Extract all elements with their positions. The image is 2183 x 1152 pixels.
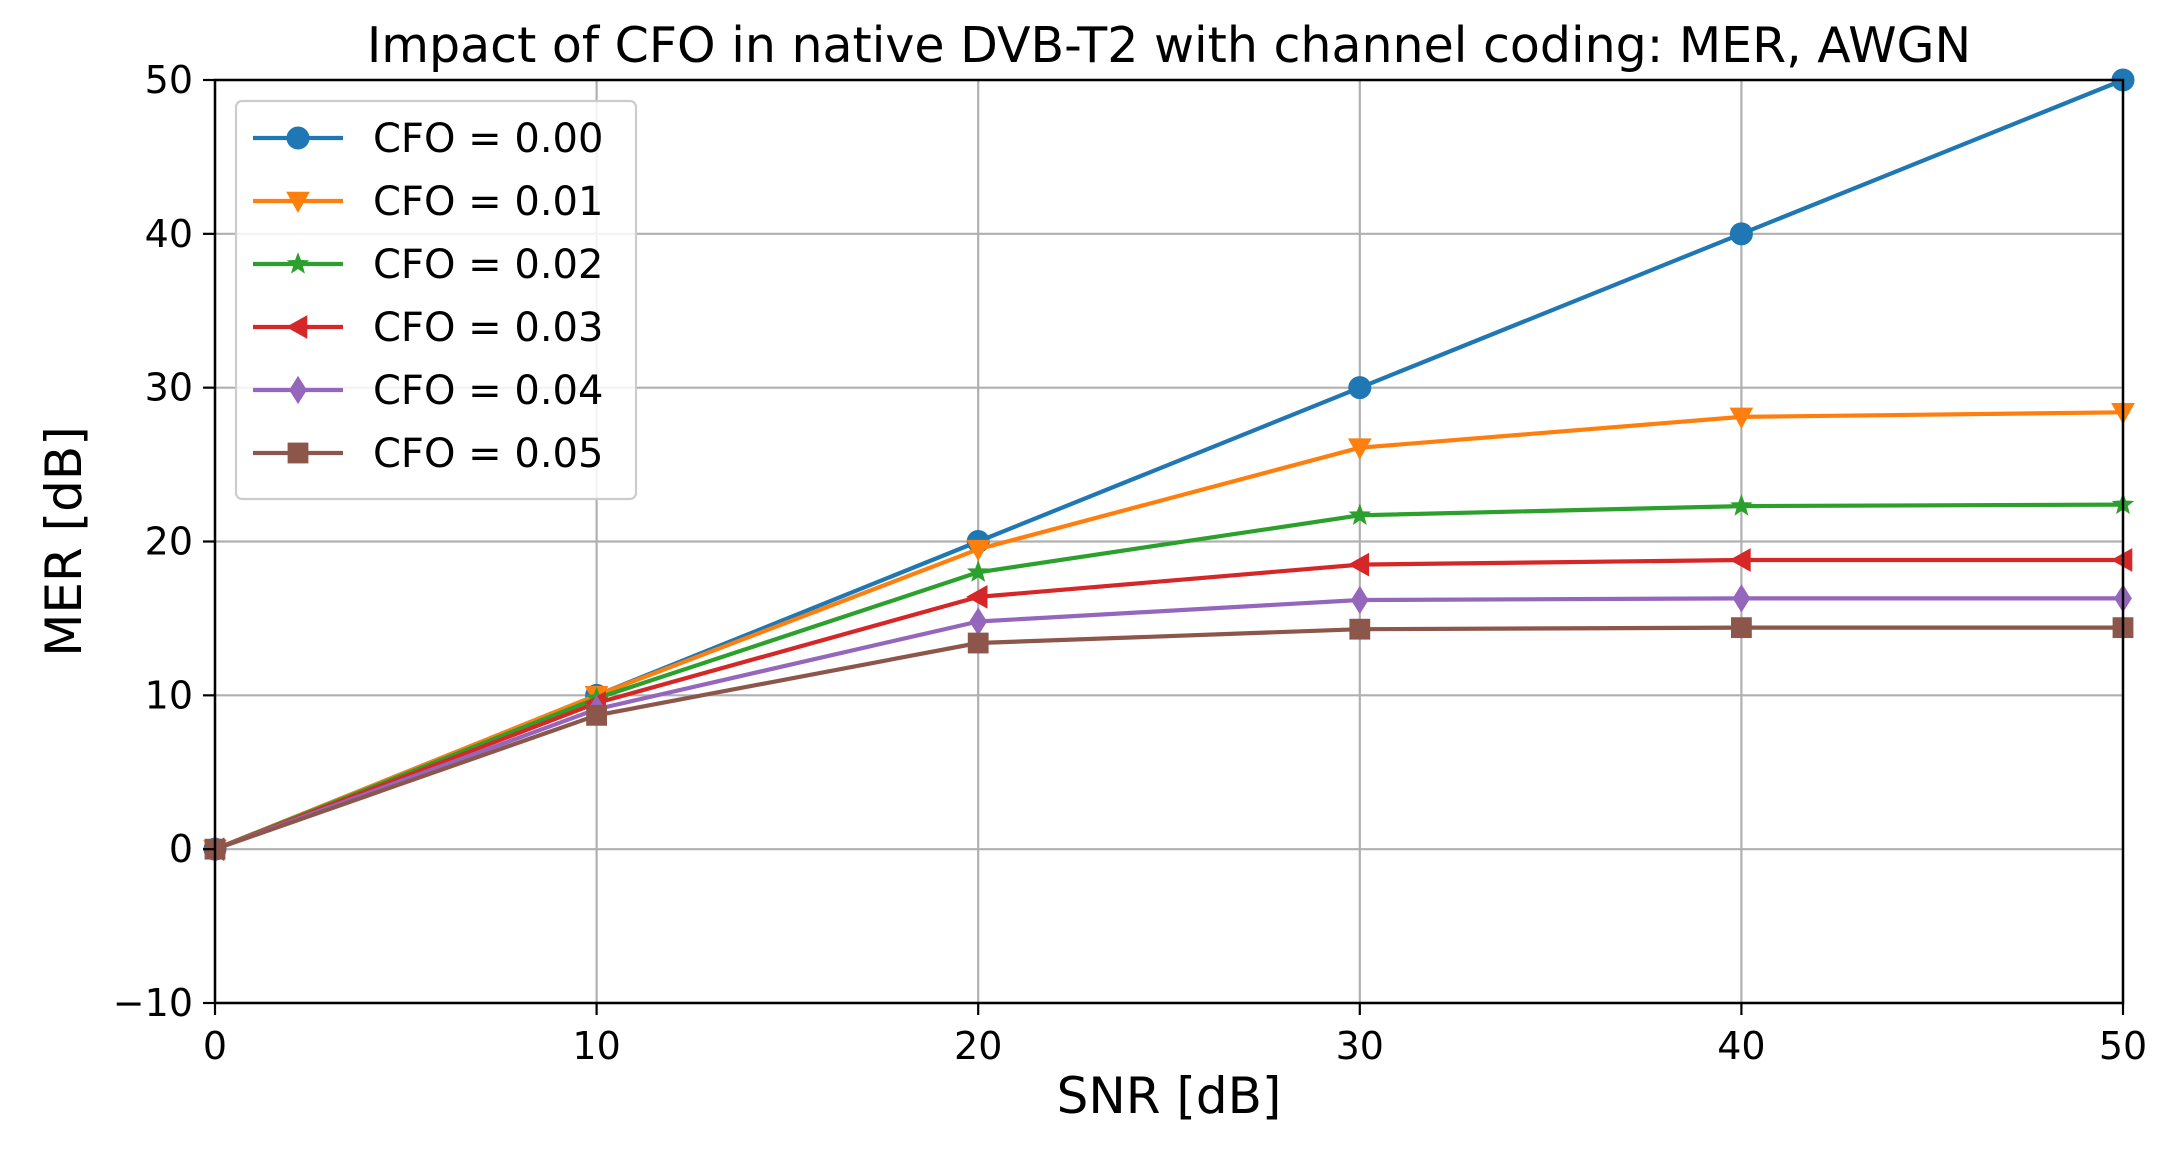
data-point-marker [1350,585,1369,615]
x-tick-label: 40 [1717,1024,1765,1068]
data-point-marker [966,539,991,562]
x-tick-label: 50 [2099,1024,2147,1068]
series-line [214,596,2123,852]
legend-marker [285,315,308,339]
legend-label: CFO = 0.01 [373,179,603,225]
legend-marker [286,191,310,214]
legend-item: CFO = 0.00 [253,116,603,162]
data-point-marker [1349,618,1371,640]
x-axis-label: SNR [dB] [1057,1067,1282,1125]
legend-item: CFO = 0.03 [253,305,603,351]
series-2 [203,492,2135,859]
series-line [214,557,2123,852]
x-tick-label: 0 [203,1024,227,1068]
legend-label: CFO = 0.02 [373,242,603,288]
data-point-marker [1348,503,1372,525]
y-axis-label: MER [dB] [35,426,93,656]
data-point-marker [1732,584,1751,613]
legend-marker [286,126,310,150]
legend-item: CFO = 0.01 [253,179,603,225]
y-tick-label: 0 [169,827,193,871]
legend-marker [289,375,307,405]
data-point-marker [966,585,988,609]
legend-item: CFO = 0.05 [253,431,603,477]
data-point-marker [1731,617,1752,639]
y-tick-label: 40 [145,212,193,256]
y-tick-label: 30 [145,366,193,410]
legend: CFO = 0.00 CFO = 0.01 CFO = 0.02 CFO = 0.03… [234,99,638,501]
legend-item: CFO = 0.04 [253,368,603,414]
data-point-marker [969,607,988,636]
y-tick-label: 20 [145,520,193,564]
data-point-marker [1729,548,1751,572]
data-point-marker [1348,376,1372,400]
y-tick-label: −10 [113,981,193,1025]
legend-label: CFO = 0.04 [373,368,603,414]
legend-marker [287,442,309,464]
data-point-marker [1729,222,1753,246]
data-point-marker [967,632,989,654]
legend-label: CFO = 0.00 [373,116,603,162]
legend-label: CFO = 0.03 [373,305,603,351]
x-tick-label: 10 [572,1024,620,1068]
data-point-marker [966,560,990,582]
legend-item: CFO = 0.02 [253,242,603,288]
legend-label: CFO = 0.05 [373,431,603,477]
series-3 [202,548,2133,862]
chart-title: Impact of CFO in native DVB-T2 with chan… [367,17,1971,74]
data-point-marker [1730,494,1753,516]
series-layer [202,68,2135,864]
data-point-marker [1347,438,1372,460]
x-tick-label: 20 [954,1024,1002,1068]
x-tick-label: 30 [1336,1024,1384,1068]
y-tick-label: 10 [145,673,193,717]
series-line [214,502,2124,852]
series-line [214,410,2124,852]
legend-marker [286,252,310,274]
data-point-marker [586,704,608,726]
data-point-marker [1729,407,1754,429]
data-point-marker [1347,552,1370,577]
series-line [214,625,2123,852]
y-tick-label: 50 [145,58,193,102]
